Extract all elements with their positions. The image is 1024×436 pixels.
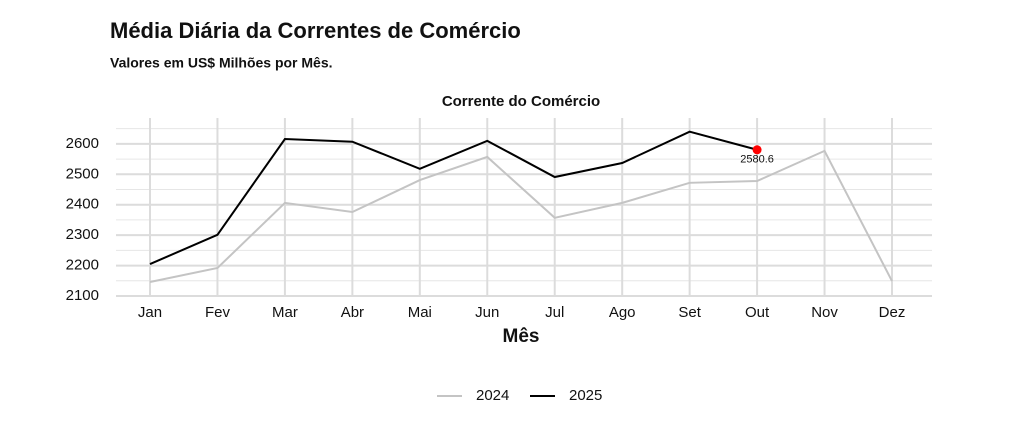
x-tick-label: Out [745, 304, 770, 321]
x-tick-label: Nov [811, 304, 838, 321]
x-tick-label: Mai [408, 304, 432, 321]
legend-label: 2025 [569, 387, 602, 404]
y-tick-label: 2500 [66, 165, 99, 182]
x-tick-label: Jul [545, 304, 564, 321]
x-tick-label: Jan [138, 304, 162, 321]
legend-label: 2024 [476, 387, 509, 404]
x-tick-label: Jun [475, 304, 499, 321]
chart-subtitle: Valores em US$ Milhões por Mês. [110, 55, 333, 71]
y-tick-label: 2300 [66, 226, 99, 243]
x-tick-label: Ago [609, 304, 636, 321]
data-label: 2580.6 [740, 154, 774, 166]
x-tick-label: Dez [879, 304, 906, 321]
y-tick-label: 2400 [66, 196, 99, 213]
x-tick-label: Set [678, 304, 701, 321]
line-series [149, 130, 758, 265]
x-tick-label: Mar [272, 304, 298, 321]
x-tick-label: Fev [205, 304, 231, 321]
y-tick-label: 2600 [66, 135, 99, 152]
y-tick-label: 2100 [66, 287, 99, 304]
panel-title: Corrente do Comércio [442, 93, 600, 110]
x-axis-label: Mês [503, 326, 540, 347]
line-series [149, 149, 893, 283]
highlight-point [752, 145, 762, 155]
chart-title: Média Diária da Correntes de Comércio [110, 18, 521, 43]
y-tick-label: 2200 [66, 257, 99, 274]
x-tick-label: Abr [341, 304, 364, 321]
